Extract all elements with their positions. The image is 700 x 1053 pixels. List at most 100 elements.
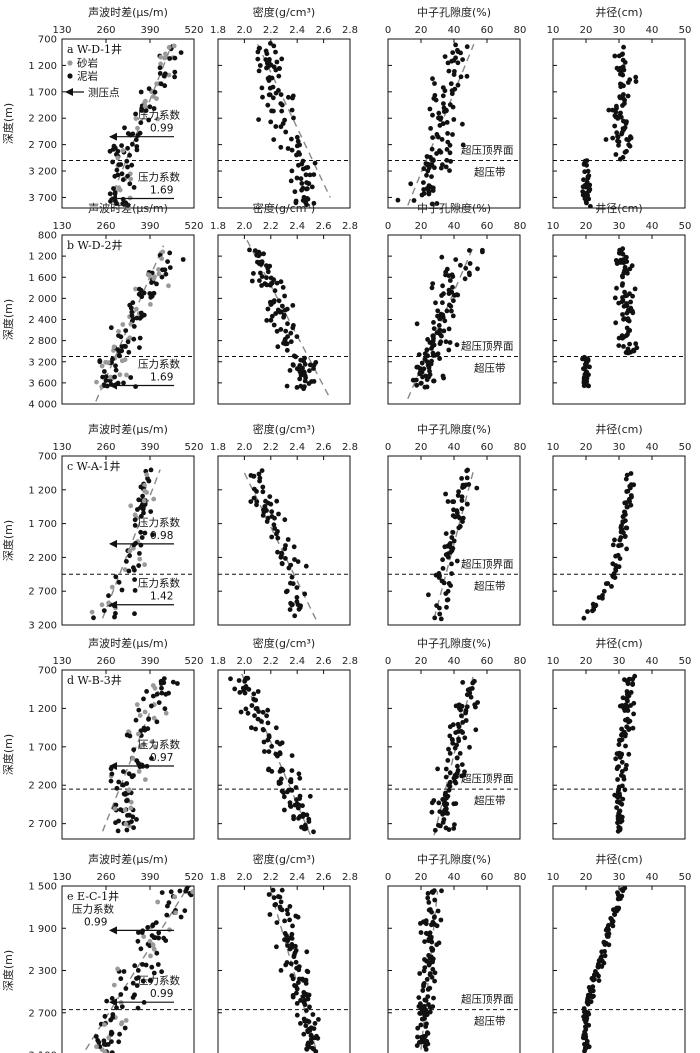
mudstone-point [302, 370, 307, 376]
mudstone-point [266, 733, 272, 738]
x-tick-label: 260 [96, 656, 115, 667]
mudstone-point [298, 998, 303, 1003]
mudstone-point [429, 909, 434, 915]
mudstone-point [255, 689, 261, 694]
mudstone-point [170, 679, 176, 685]
mudstone-point [134, 983, 140, 988]
mudstone-point [106, 593, 111, 599]
overpressure-zone-label: 超压带 [474, 794, 506, 807]
x-tick-label: 390 [140, 442, 159, 453]
x-tick-label: 50 [679, 872, 692, 883]
sandstone-point [163, 51, 168, 57]
track-density: 密度(g/cm³) 1.8 2.0 2.2 2.4 2.6 2.8 [210, 5, 358, 209]
y-tick-label: 3 200 [28, 167, 57, 178]
mudstone-point [137, 551, 142, 556]
mudstone-point [432, 165, 437, 171]
mudstone-point [283, 589, 289, 595]
mudstone-point [129, 819, 134, 824]
mudstone-point [630, 676, 636, 682]
x-tick-label: 30 [613, 872, 626, 883]
mudstone-point [120, 201, 126, 207]
sandstone-point [94, 1044, 99, 1050]
mudstone-point [621, 774, 626, 779]
sandstone-point [155, 116, 161, 122]
sandstone-point [147, 273, 153, 278]
mudstone-point [437, 327, 443, 333]
mudstone-point [427, 1009, 433, 1015]
mudstone-point [120, 177, 126, 183]
mudstone-point [601, 588, 607, 594]
mudstone-point [612, 295, 618, 301]
mudstone-point [447, 150, 453, 156]
mudstone-point [114, 167, 120, 173]
mudstone-point [135, 968, 141, 973]
sandstone-point [108, 374, 113, 380]
mudstone-point [586, 383, 591, 389]
sandstone-point [137, 713, 143, 718]
overpressure-zone-label: 超压带 [474, 579, 506, 592]
mudstone-point [278, 906, 284, 912]
mudstone-point [104, 998, 110, 1004]
mudstone-point [282, 931, 288, 936]
mudstone-point [118, 807, 123, 812]
mudstone-point [306, 816, 312, 822]
y-tick-label: 1 200 [28, 485, 57, 496]
mudstone-point [119, 587, 125, 593]
mudstone-point [625, 488, 631, 494]
mudstone-point [443, 825, 449, 831]
mudstone-point [425, 895, 431, 901]
mudstone-point [280, 285, 286, 290]
sandstone-point [128, 805, 134, 811]
sandstone-point [142, 488, 148, 494]
mudstone-point [619, 527, 625, 532]
mudstone-point [595, 964, 601, 970]
mudstone-point [110, 356, 115, 362]
mudstone-point [201, 899, 206, 904]
mudstone-point [316, 1017, 321, 1022]
mudstone-point [424, 347, 430, 353]
mudstone-point [624, 504, 630, 510]
mudstone-point [294, 385, 300, 390]
mudstone-point [456, 736, 461, 742]
mudstone-point [145, 925, 151, 930]
mudstone-point [118, 162, 124, 167]
sandstone-point [154, 81, 160, 87]
mudstone-point [450, 50, 456, 55]
mudstone-point [440, 300, 445, 306]
x-tick-label: 260 [96, 25, 115, 36]
overpressure-zone-label: 超压带 [474, 361, 506, 374]
y-tick-label: 1 700 [28, 87, 57, 98]
y-tick-label: 2 700 [28, 1008, 57, 1019]
mudstone-point [582, 1015, 588, 1021]
mudstone-point [123, 986, 129, 991]
mudstone-point [617, 800, 623, 806]
overpressure-zone-label: 超压带 [474, 1015, 506, 1028]
mudstone-point [440, 93, 446, 99]
mudstone-point [276, 66, 282, 71]
mudstone-point [284, 907, 290, 913]
mudstone-point [474, 485, 480, 491]
mudstone-point [304, 1046, 310, 1052]
mudstone-point [248, 499, 254, 504]
y-tick-label: 1 700 [28, 519, 57, 530]
mudstone-point [120, 782, 125, 788]
x-tick-label: 2.8 [342, 442, 358, 453]
mudstone-point [621, 96, 626, 102]
data-points [580, 246, 640, 389]
mudstone-point [424, 172, 429, 178]
mudstone-point [311, 366, 316, 371]
mudstone-point [437, 809, 443, 814]
mudstone-point [433, 300, 438, 306]
data-points [247, 247, 319, 392]
mudstone-point [154, 281, 159, 287]
mudstone-point [623, 512, 628, 517]
mudstone-point [300, 994, 306, 999]
sandstone-point [116, 185, 122, 191]
mudstone-point [167, 265, 173, 270]
mudstone-point [263, 57, 269, 63]
x-tick-label: 2.2 [263, 25, 279, 36]
mudstone-point [456, 525, 462, 531]
sandstone-point [142, 103, 148, 109]
mudstone-point [620, 888, 626, 894]
mudstone-point [140, 962, 145, 967]
